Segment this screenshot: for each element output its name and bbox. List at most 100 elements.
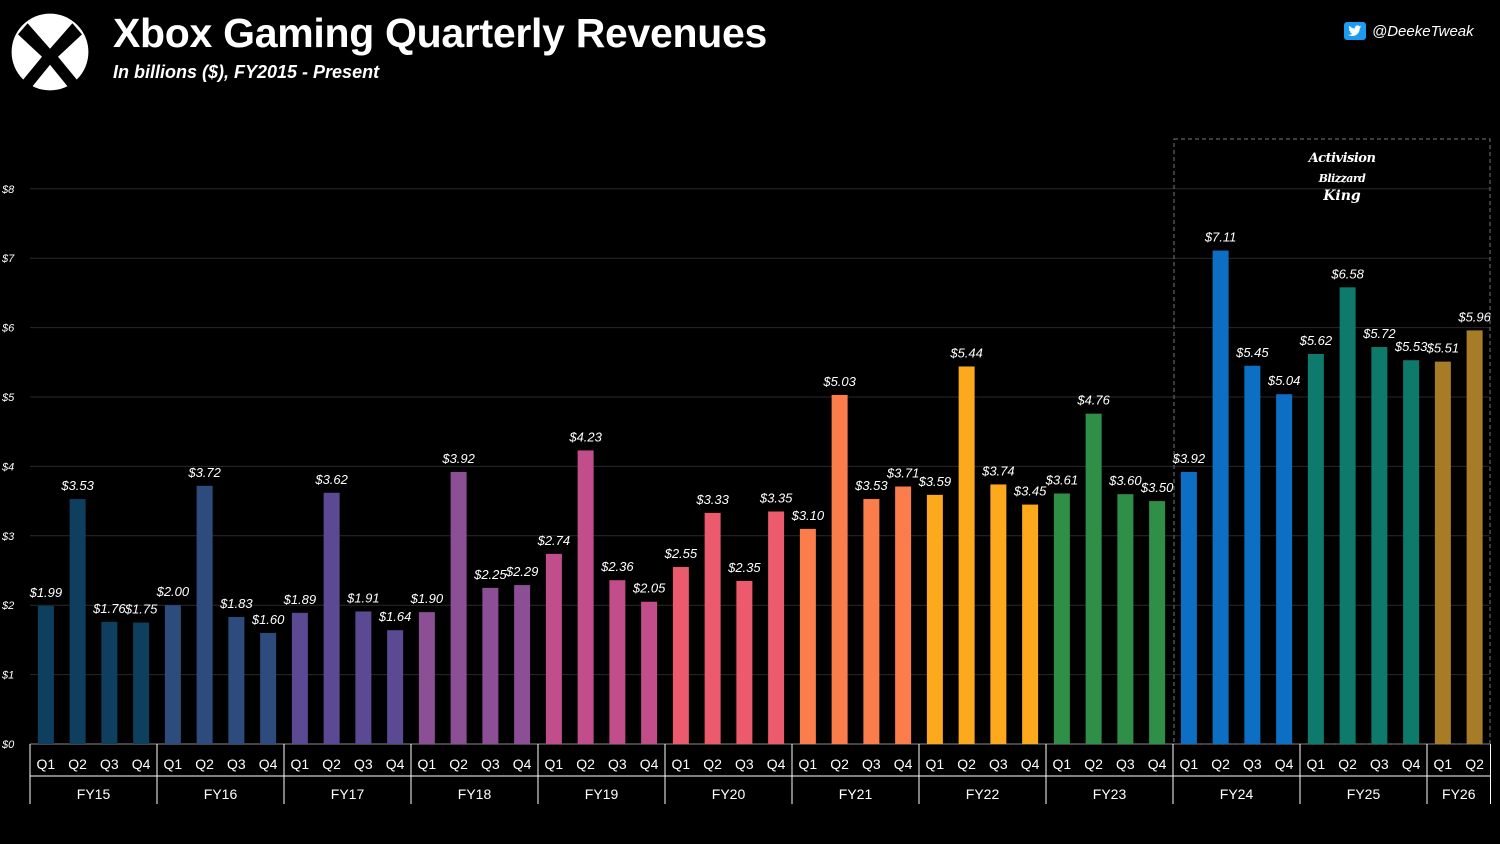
- y-tick-label: $7: [1, 253, 15, 265]
- x-tick-label-quarter: Q1: [926, 756, 945, 772]
- x-group-label: FY23: [1093, 786, 1127, 802]
- x-group-label: FY24: [1220, 786, 1254, 802]
- bar-value-label: $1.75: [124, 602, 158, 617]
- bar: [895, 486, 912, 744]
- x-tick-label-quarter: Q2: [195, 756, 214, 772]
- x-tick-label-quarter: Q4: [767, 756, 786, 772]
- bar: [704, 512, 721, 744]
- bar-value-label: $2.35: [727, 560, 761, 575]
- bar: [291, 612, 308, 744]
- x-tick-label-quarter: Q2: [703, 756, 722, 772]
- bar: [1022, 504, 1039, 744]
- bar: [958, 366, 975, 744]
- bar-value-label: $5.72: [1362, 326, 1396, 341]
- bar-value-label: $5.45: [1235, 345, 1269, 360]
- x-tick-label-quarter: Q4: [1021, 756, 1040, 772]
- bar-value-label: $3.53: [60, 478, 94, 493]
- bar-value-label: $3.62: [314, 472, 348, 487]
- x-group-label: FY19: [585, 786, 619, 802]
- y-tick-label: $6: [1, 323, 15, 335]
- x-tick-label-quarter: Q3: [735, 756, 754, 772]
- bar-value-label: $5.96: [1457, 309, 1491, 324]
- brand-king: King: [1323, 188, 1361, 204]
- bar: [1307, 353, 1324, 744]
- x-tick-label-quarter: Q2: [1084, 756, 1103, 772]
- bar: [545, 553, 562, 744]
- bar-value-label: $1.99: [29, 585, 63, 600]
- y-tick-label: $3: [1, 531, 15, 543]
- bar-value-label: $2.00: [156, 584, 190, 599]
- x-group-label: FY15: [77, 786, 111, 802]
- x-tick-label-quarter: Q2: [322, 756, 341, 772]
- x-tick-label-quarter: Q2: [576, 756, 595, 772]
- bar-value-label: $6.58: [1330, 266, 1364, 281]
- x-group-label: FY21: [839, 786, 873, 802]
- y-tick-label: $5: [1, 392, 15, 404]
- y-tick-label: $0: [1, 739, 15, 751]
- x-tick-label-quarter: Q3: [227, 756, 246, 772]
- bar: [1053, 493, 1070, 744]
- bar-value-label: $1.91: [346, 590, 380, 605]
- bar: [1466, 330, 1483, 744]
- bar: [450, 471, 467, 744]
- chart-title: Xbox Gaming Quarterly Revenues: [113, 10, 768, 56]
- bar-value-label: $3.45: [1013, 484, 1047, 499]
- bar-value-label: $2.55: [664, 546, 698, 561]
- x-tick-label-quarter: Q1: [418, 756, 437, 772]
- bar: [1339, 287, 1356, 744]
- x-tick-label-quarter: Q4: [386, 756, 405, 772]
- x-tick-label-quarter: Q2: [68, 756, 87, 772]
- twitter-handle[interactable]: @DeekeTweak: [1372, 22, 1474, 40]
- bar: [355, 611, 372, 744]
- x-tick-label-quarter: Q3: [1243, 756, 1262, 772]
- bar-value-label: $1.64: [378, 609, 412, 624]
- bar: [736, 580, 753, 744]
- bar-value-label: $3.74: [981, 463, 1015, 478]
- bar-value-label: $5.04: [1267, 373, 1301, 388]
- x-tick-label-quarter: Q1: [1307, 756, 1326, 772]
- x-tick-label-quarter: Q3: [100, 756, 119, 772]
- x-tick-label-quarter: Q3: [862, 756, 881, 772]
- bar: [799, 528, 816, 744]
- x-group-label: FY16: [204, 786, 238, 802]
- bar-value-label: $3.61: [1045, 472, 1079, 487]
- bar-value-label: $5.44: [949, 345, 983, 360]
- bar: [1180, 471, 1197, 744]
- x-group-label: FY20: [712, 786, 746, 802]
- bar-value-label: $3.60: [1108, 473, 1142, 488]
- bar-value-label: $7.11: [1204, 230, 1237, 245]
- bar: [1434, 361, 1451, 744]
- x-tick-label-quarter: Q4: [132, 756, 151, 772]
- bar: [228, 616, 245, 744]
- bar: [1371, 347, 1388, 744]
- bar: [1085, 413, 1102, 744]
- x-tick-label-quarter: Q1: [672, 756, 691, 772]
- bar: [323, 492, 340, 744]
- bar-value-label: $2.36: [600, 559, 634, 574]
- x-tick-label-quarter: Q4: [894, 756, 913, 772]
- bar-value-label: $5.03: [822, 374, 856, 389]
- x-tick-label-quarter: Q1: [164, 756, 183, 772]
- x-tick-label-quarter: Q3: [608, 756, 627, 772]
- bar-value-label: $3.53: [854, 478, 888, 493]
- bar-value-label: $3.33: [695, 492, 729, 507]
- x-tick-label-quarter: Q1: [1434, 756, 1453, 772]
- bar: [164, 605, 181, 744]
- bar: [1212, 250, 1229, 745]
- x-tick-label-quarter: Q1: [291, 756, 310, 772]
- bar: [1149, 501, 1166, 744]
- x-tick-label-quarter: Q2: [1338, 756, 1357, 772]
- bar-value-label: $2.74: [537, 533, 571, 548]
- bar-value-label: $5.51: [1426, 341, 1460, 356]
- bar-value-label: $3.92: [441, 451, 475, 466]
- bar: [1276, 394, 1293, 744]
- chart-subtitle: In billions ($), FY2015 - Present: [113, 62, 380, 82]
- bar: [37, 605, 54, 744]
- bar-value-label: $1.89: [283, 592, 317, 607]
- bar-value-label: $3.72: [187, 465, 221, 480]
- author-credit[interactable]: @DeekeTweak: [1344, 20, 1474, 42]
- bar-value-label: $1.60: [251, 612, 285, 627]
- bar-value-label: $1.83: [219, 596, 253, 611]
- x-tick-label-quarter: Q1: [799, 756, 818, 772]
